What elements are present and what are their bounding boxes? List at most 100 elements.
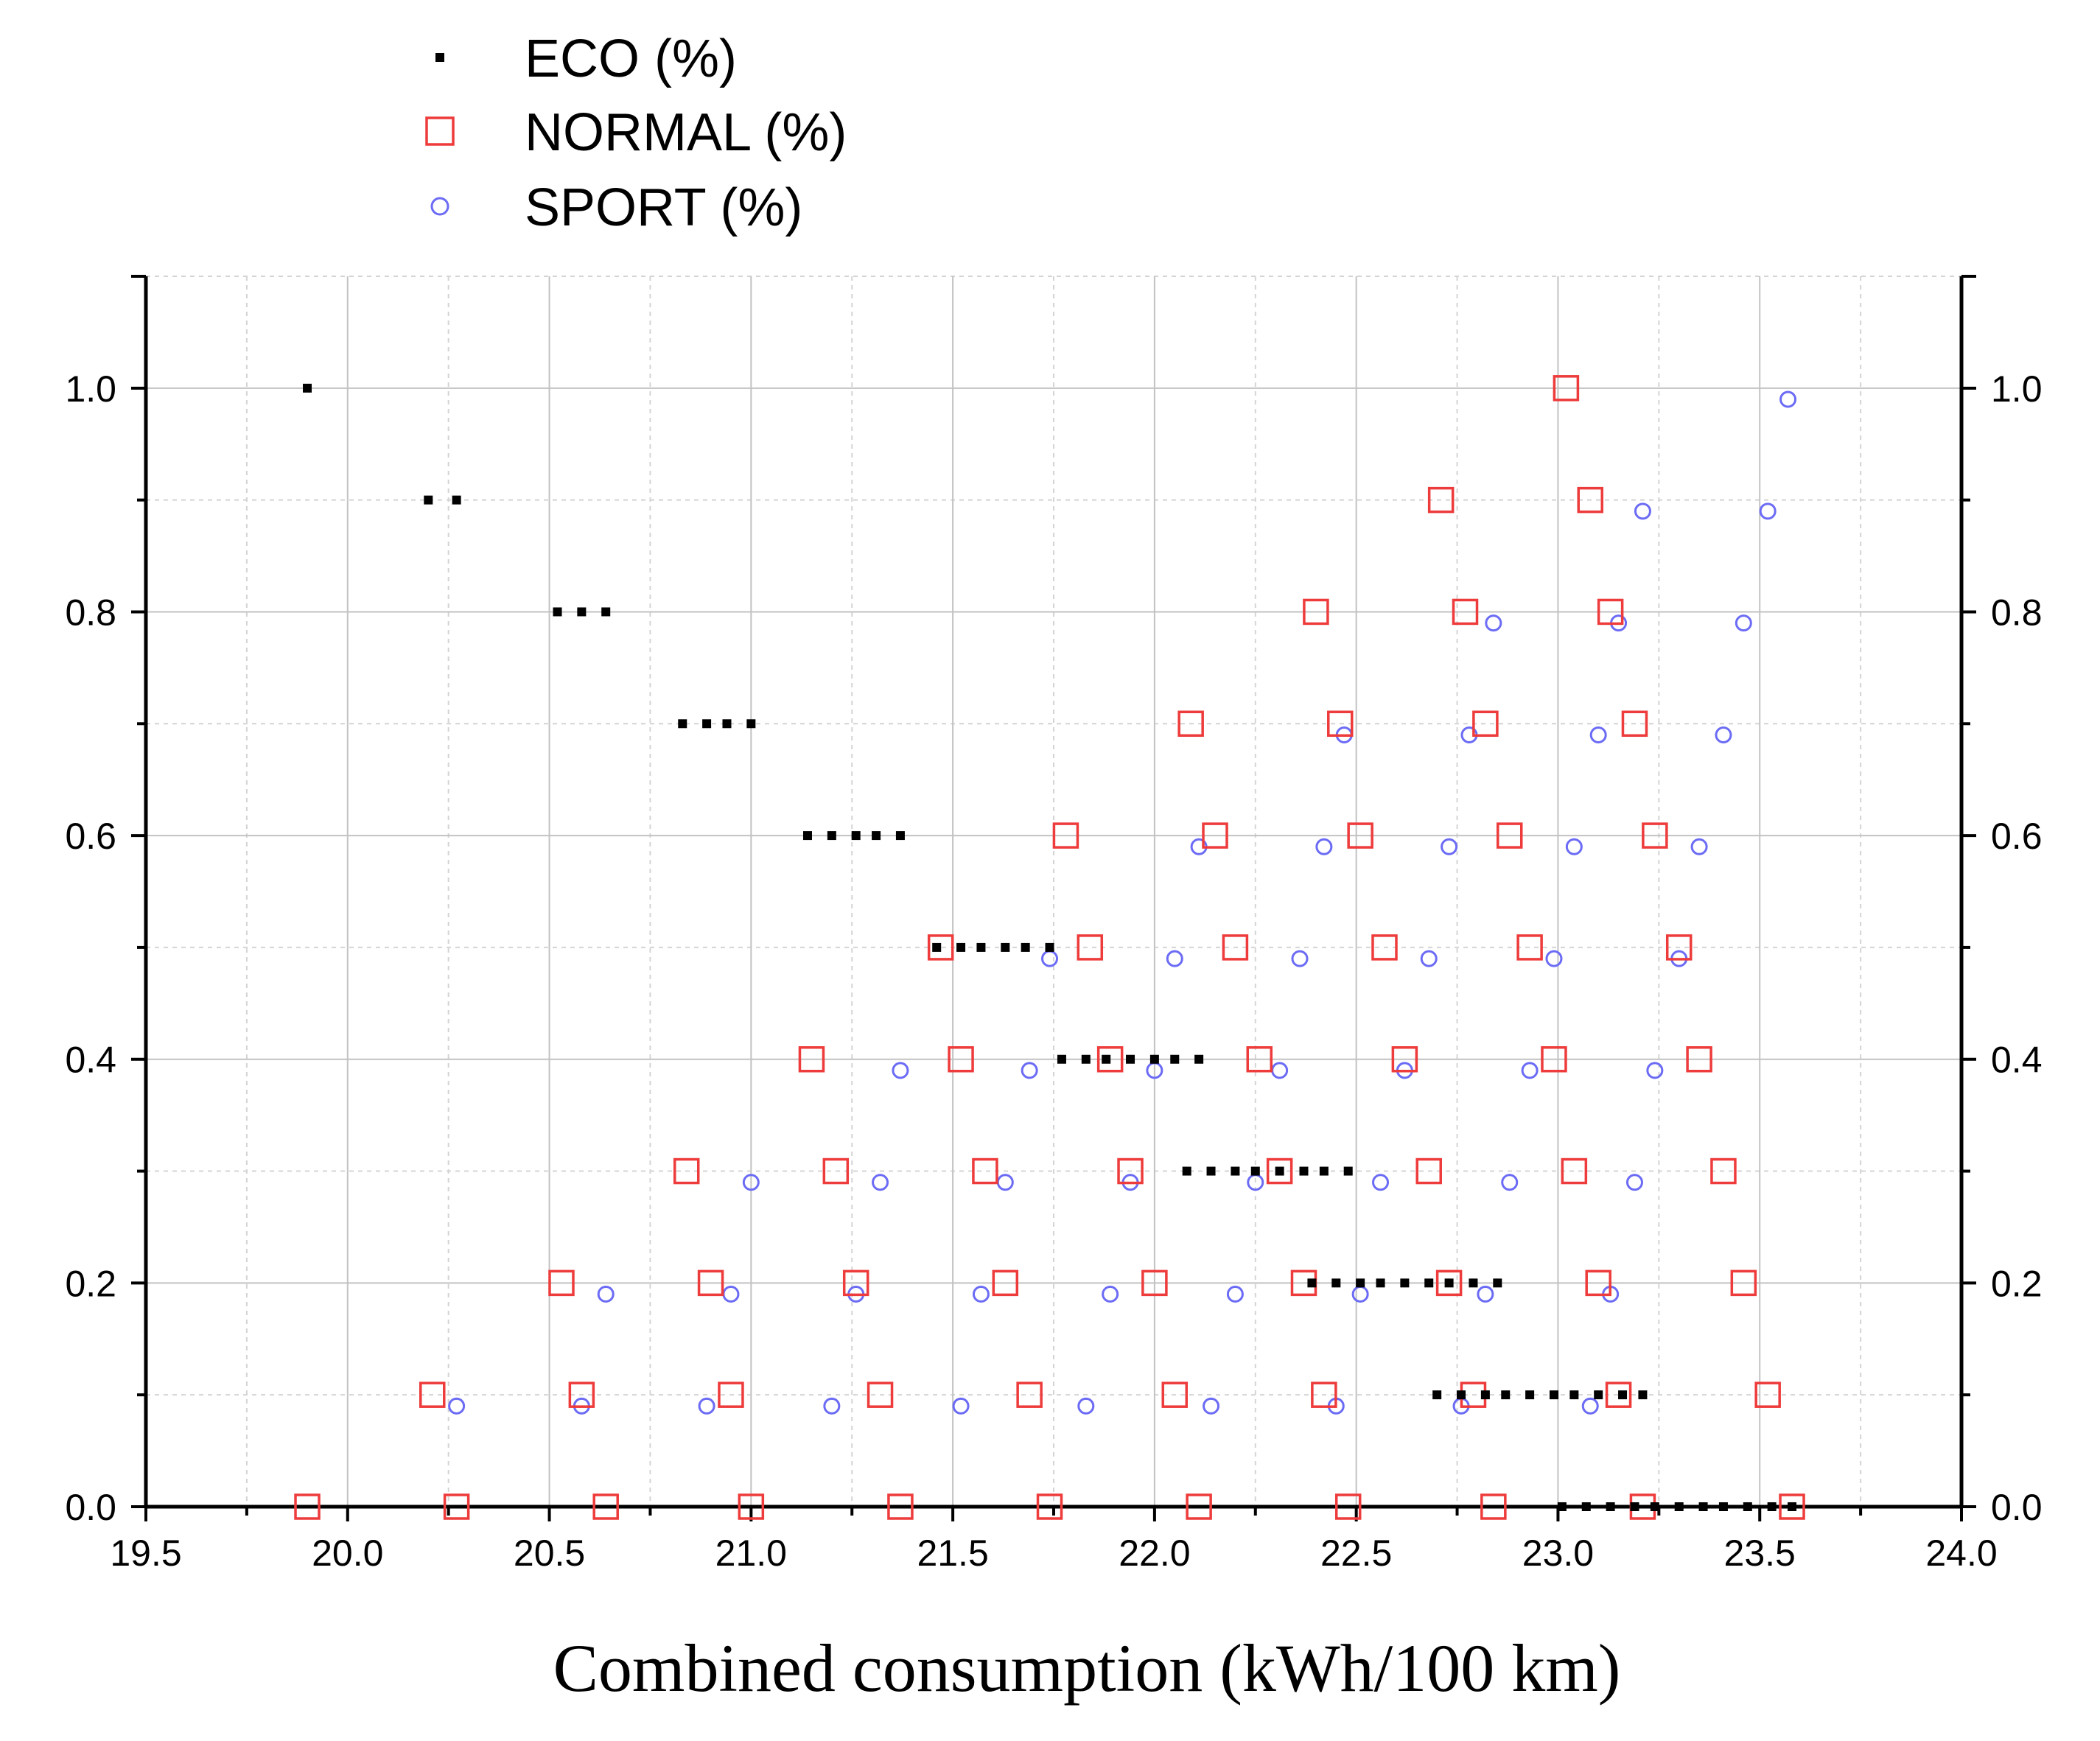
sport-point — [929, 1510, 944, 1525]
legend-marker-normal — [425, 116, 455, 146]
eco-point — [1581, 1502, 1591, 1511]
normal-point — [1327, 710, 1354, 738]
normal-point — [1730, 1269, 1757, 1297]
eco-point — [1444, 1278, 1454, 1288]
normal-point — [1585, 1269, 1611, 1297]
eco-point — [956, 942, 966, 952]
eco-point — [1170, 1054, 1180, 1064]
normal-point — [1686, 1045, 1712, 1073]
normal-point — [1642, 822, 1668, 849]
y-tick-label-left: 0.8 — [65, 592, 116, 633]
normal-point — [1052, 822, 1079, 849]
eco-point — [1001, 942, 1010, 952]
y-tick-label-right: 1.0 — [1991, 368, 2043, 410]
eco-point — [1638, 1390, 1648, 1400]
sport-point — [425, 1510, 440, 1525]
normal-point — [738, 1493, 765, 1520]
normal-point — [1541, 1045, 1567, 1073]
x-tick-label: 21.0 — [715, 1532, 787, 1574]
eco-point — [1250, 1166, 1260, 1176]
normal-point — [1665, 934, 1693, 961]
eco-point — [1057, 1054, 1066, 1064]
eco-point — [1525, 1390, 1535, 1400]
eco-point — [1432, 1390, 1442, 1400]
normal-point — [1186, 1493, 1212, 1520]
eco-point — [1275, 1166, 1284, 1176]
normal-point — [1516, 934, 1543, 961]
normal-point — [1096, 1045, 1124, 1073]
sport-point — [550, 1510, 565, 1525]
eco-point — [851, 831, 861, 841]
sport-point — [996, 1174, 1014, 1191]
sport-point — [1077, 1397, 1095, 1415]
eco-point — [577, 607, 587, 617]
normal-point — [1597, 598, 1624, 626]
eco-point — [1045, 942, 1054, 952]
x-tick-label: 24.0 — [1925, 1532, 1997, 1574]
y-tick-label-right: 0.0 — [1991, 1487, 2043, 1528]
y-tick-label-left: 0.0 — [65, 1487, 116, 1528]
x-tick-label: 23.0 — [1522, 1532, 1594, 1574]
y-tick-label-right: 0.2 — [1991, 1263, 2043, 1304]
sport-point — [1420, 950, 1438, 967]
normal-point — [673, 1157, 700, 1185]
normal-point — [1036, 1493, 1063, 1520]
sport-point — [972, 1286, 990, 1303]
sport-point — [1351, 1286, 1369, 1303]
eco-point — [1743, 1502, 1752, 1511]
sport-point — [1690, 838, 1708, 855]
sport-point — [1581, 1397, 1599, 1415]
sport-point — [1203, 1397, 1220, 1415]
sport-point — [872, 1174, 889, 1191]
eco-point — [895, 831, 905, 841]
sport-point — [742, 1174, 760, 1191]
eco-point — [872, 831, 881, 841]
x-tick-label: 20.5 — [514, 1532, 585, 1574]
normal-point — [1246, 1045, 1273, 1073]
sport-point — [1021, 1062, 1038, 1079]
y-tick-label-left: 0.6 — [65, 816, 116, 857]
eco-point — [702, 719, 712, 729]
legend-label-sport: SPORT (%) — [525, 178, 802, 237]
sport-point — [448, 1397, 466, 1415]
eco-point — [1493, 1278, 1502, 1288]
normal-point — [1472, 710, 1499, 738]
eco-point — [1331, 1278, 1341, 1288]
normal-point — [1266, 1157, 1293, 1185]
eco-point — [1319, 1166, 1329, 1176]
eco-point — [722, 719, 732, 729]
sport-point — [1565, 838, 1583, 855]
x-tick-label: 20.0 — [312, 1532, 383, 1574]
eco-point — [1569, 1390, 1579, 1400]
eco-point — [1630, 1502, 1639, 1511]
eco-point — [1231, 1166, 1240, 1176]
eco-point — [1606, 1502, 1615, 1511]
eco-point — [1674, 1502, 1684, 1511]
normal-point — [1415, 1157, 1442, 1185]
normal-point — [1427, 486, 1455, 514]
y-tick-label-right: 0.4 — [1991, 1040, 2043, 1081]
normal-point — [1161, 1381, 1189, 1408]
y-tick-label-left: 0.2 — [65, 1263, 116, 1304]
normal-point — [294, 1493, 321, 1520]
y-tick-label-left: 0.4 — [65, 1040, 116, 1081]
eco-point — [1557, 1502, 1567, 1511]
legend-marker-eco — [435, 53, 444, 62]
normal-point — [1754, 1381, 1781, 1408]
sport-point — [1441, 838, 1458, 855]
eco-point — [1149, 1054, 1159, 1064]
normal-point — [419, 1381, 446, 1408]
sport-point — [1646, 1062, 1664, 1079]
normal-point — [1452, 598, 1479, 626]
eco-point — [1469, 1278, 1478, 1288]
normal-point — [1016, 1381, 1043, 1408]
eco-point — [1549, 1390, 1558, 1400]
tick-labels: 19.5 20.0 20.5 21.0 21.5 22.0 22.5 23.0 23.5 24.0… — [65, 368, 2042, 1574]
normal-point — [592, 1493, 619, 1520]
eco-point — [976, 942, 986, 952]
eco-point — [601, 607, 611, 617]
normal-point — [1779, 1493, 1805, 1520]
sport-point — [1759, 502, 1777, 520]
eco-point — [1480, 1390, 1490, 1400]
normal-point — [1303, 598, 1329, 626]
